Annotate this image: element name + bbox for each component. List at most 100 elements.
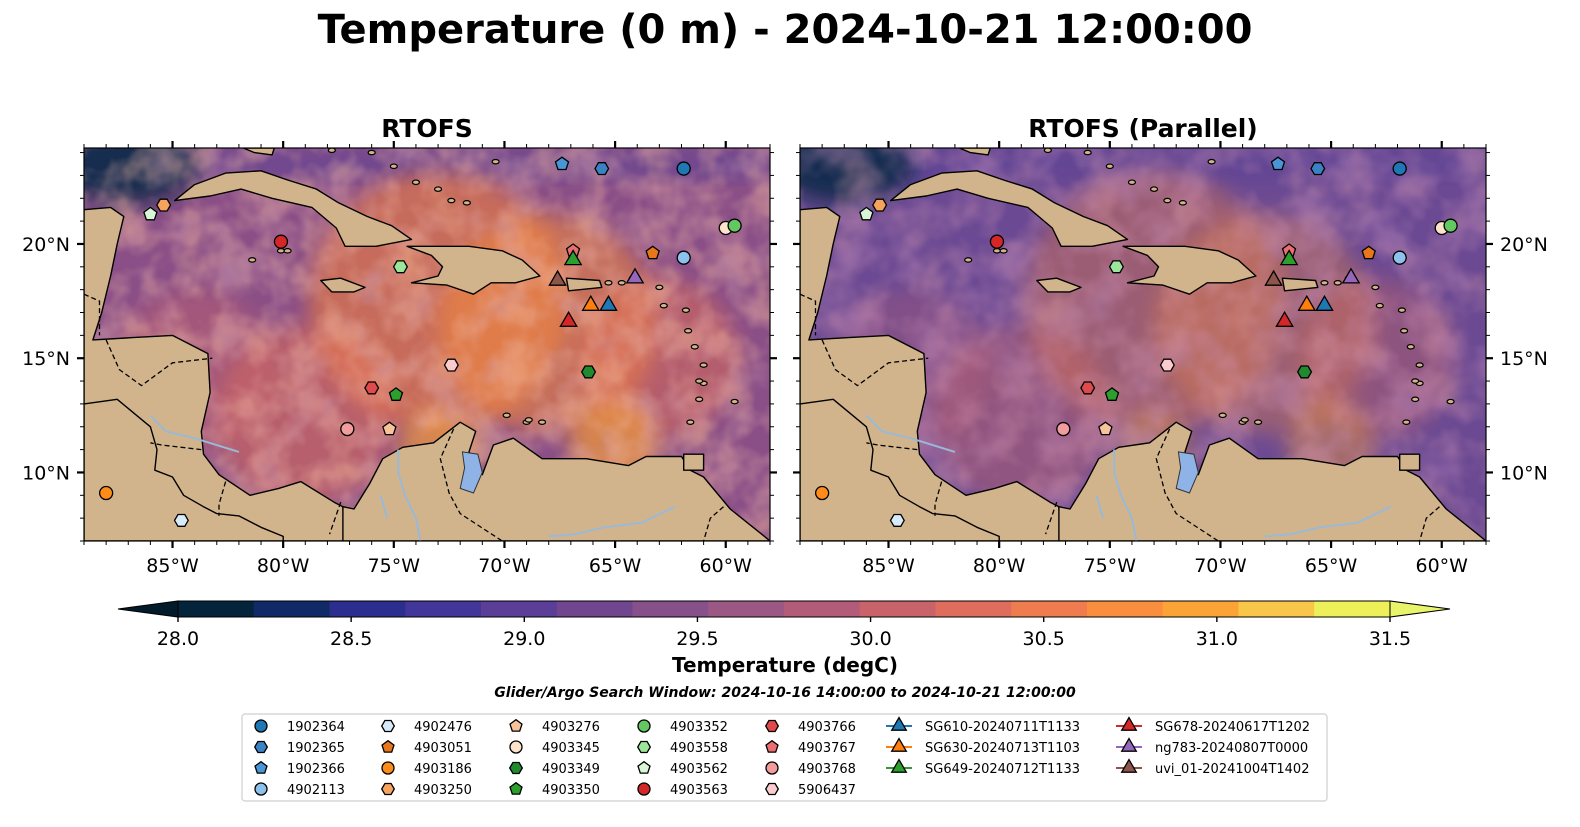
platform-marker-4903276 [382, 421, 397, 436]
colorbar-swatch [859, 601, 937, 617]
small-island [1333, 280, 1342, 286]
x-tick-label: 60°W [700, 555, 753, 577]
colorbar-tick-label: 29.0 [503, 628, 545, 650]
legend-label: 4903352 [670, 720, 728, 735]
platform-marker-SG678-20240617T1202 [559, 310, 578, 327]
platform-marker-4903250 [156, 198, 172, 212]
platform-marker-SG678-20240617T1202 [1275, 310, 1294, 327]
small-island [604, 280, 613, 286]
river [149, 414, 240, 453]
legend-label: SG649-20240712T1133 [925, 762, 1080, 777]
colorbar-swatch [784, 601, 861, 617]
platform-marker-uvi_01-20241004T1402 [548, 269, 567, 286]
land-mass [1036, 277, 1082, 293]
legend-label: SG678-20240617T1202 [1155, 720, 1310, 735]
country-border [1418, 506, 1440, 541]
colorbar-swatch [481, 601, 558, 617]
legend-label: 4903186 [414, 762, 472, 777]
country-border [1044, 501, 1058, 535]
colorbar-tick-label: 29.5 [676, 628, 718, 650]
legend-label: 4903350 [542, 783, 600, 798]
small-island [699, 362, 708, 368]
country-border [866, 442, 918, 451]
legend-marker-SG630-20240713T1103 [890, 737, 908, 752]
legend-label: SG630-20240713T1103 [925, 741, 1080, 756]
platform-marker-4903563 [273, 234, 289, 249]
platform-marker-1902364 [676, 161, 691, 176]
platform-marker-4903349 [1296, 365, 1313, 379]
land-mass [406, 245, 541, 295]
map-panel-1: RTOFS 85°W 80°W 75°W 70°W 65°W 60°W 10°N 15°N 20°… [22, 114, 777, 577]
platform-marker-4903250 [872, 198, 888, 212]
river [1264, 505, 1392, 538]
country-border [1155, 428, 1219, 541]
legend-label: 4903562 [670, 762, 728, 777]
legend-label: 4903563 [670, 783, 728, 798]
small-island [999, 248, 1008, 254]
country-border [328, 501, 342, 535]
colorbar-tick-label: 30.5 [1023, 628, 1065, 650]
colorbar-tick-label: 31.5 [1369, 628, 1411, 650]
legend-label: 1902366 [287, 762, 345, 777]
legend-label: 1902365 [287, 741, 345, 756]
map-panel-2: RTOFS (Parallel) 85°W 80°W 75°W 70°W 65°W 60°W… [793, 114, 1548, 577]
colorbar-tick-label: 31.0 [1196, 628, 1238, 650]
small-island [1240, 417, 1249, 423]
small-island [1406, 343, 1415, 350]
colorbar-frame [177, 600, 1391, 618]
legend-marker-uvi_01-20241004T1402 [1120, 758, 1138, 773]
small-island [491, 158, 500, 165]
river [1113, 449, 1138, 541]
small-island [1207, 158, 1216, 165]
small-island [276, 248, 286, 254]
legend-marker-4903349 [508, 761, 524, 775]
colorbar-swatch [708, 601, 785, 617]
x-tick-label: 60°W [1416, 555, 1469, 577]
small-island [433, 186, 443, 192]
small-island [1253, 419, 1263, 425]
colorbar-swatch [178, 601, 255, 617]
platform-marker-4903766 [364, 381, 380, 395]
y-tick-label: 15°N [22, 348, 70, 370]
platform-marker-4903276 [1098, 421, 1113, 436]
small-island [655, 284, 664, 291]
legend-label: 4902113 [287, 783, 345, 798]
small-island [447, 197, 456, 204]
colorbar-swatch [556, 601, 634, 617]
panel-title: RTOFS (Parallel) [1028, 114, 1257, 143]
legend-label: 4903051 [414, 741, 472, 756]
platform-marker-SG630-20240713T1103 [581, 294, 601, 311]
platform-marker-4902476 [889, 513, 905, 527]
small-island [1163, 197, 1172, 204]
country-border [702, 506, 724, 541]
small-island [1411, 396, 1420, 403]
legend-marker-4903250 [380, 782, 396, 796]
platform-marker-5906437 [1159, 358, 1175, 372]
colorbar-label: Temperature (degC) [672, 653, 898, 677]
legend-marker-4903563 [637, 782, 651, 796]
small-island [367, 149, 376, 156]
small-island [1402, 419, 1411, 425]
small-island [690, 343, 699, 350]
x-tick-label: 85°W [862, 555, 915, 577]
small-island [524, 417, 533, 423]
platform-marker-4902476 [173, 513, 189, 527]
platform-marker-4903051 [645, 245, 660, 260]
legend-marker-1902365 [253, 740, 269, 754]
land-mass [890, 170, 1129, 248]
platform-marker-SG610-20240711T1133 [599, 294, 618, 311]
small-island [462, 200, 471, 206]
platform-marker-4903349 [580, 365, 597, 379]
land-mass [958, 148, 991, 156]
small-island [1320, 280, 1329, 286]
legend-label: 4903558 [670, 741, 728, 756]
colorbar-swatch [253, 601, 331, 617]
small-island [964, 257, 973, 263]
land-mass [1398, 453, 1421, 471]
small-island [695, 378, 704, 384]
small-island [1043, 148, 1052, 154]
platform-marker-5906437 [443, 358, 459, 372]
search-window-note: Glider/Argo Search Window: 2024-10-16 14… [494, 685, 1076, 701]
small-island [1149, 186, 1159, 192]
legend-label: 4903349 [542, 762, 600, 777]
